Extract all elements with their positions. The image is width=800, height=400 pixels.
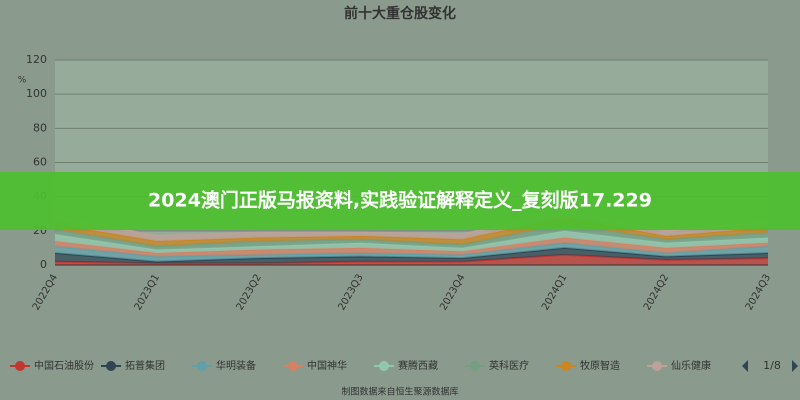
- legend-marker: [197, 361, 207, 371]
- legend-label: 拓普集团: [125, 359, 165, 372]
- area: [55, 254, 768, 265]
- y-tick-label: 100: [26, 87, 47, 100]
- legend-marker: [652, 361, 662, 371]
- banner-text: 2024澳门正版马报资料,实践验证解释定义_复刻版17.229: [148, 189, 652, 212]
- legend-marker: [470, 361, 480, 371]
- legend-marker: [15, 361, 25, 371]
- area: [55, 242, 768, 262]
- legend-prev[interactable]: [742, 360, 748, 372]
- legend-label: 仙乐健康: [671, 359, 711, 372]
- legend-label: 中国神华: [307, 359, 347, 372]
- y-axis-label: %: [18, 76, 27, 86]
- y-tick-label: 0: [40, 258, 47, 271]
- legend-marker: [561, 361, 571, 371]
- chart-title: 前十大重仓股变化: [344, 5, 456, 22]
- legend-marker: [288, 361, 298, 371]
- legend-label: 牧原智造: [580, 359, 620, 372]
- legend-page: 1/8: [763, 359, 781, 372]
- y-tick-label: 80: [33, 121, 47, 134]
- legend-label: 华明装备: [216, 359, 256, 372]
- area: [55, 237, 768, 257]
- legend-label: 英科医疗: [489, 359, 529, 372]
- y-tick-label: 120: [26, 53, 47, 66]
- legend-marker: [379, 361, 389, 371]
- source-note: 制图数据来自恒生聚源数据库: [341, 386, 458, 398]
- legend-next[interactable]: [792, 360, 798, 372]
- banner-bg: [0, 172, 800, 230]
- legend: 中国石油股份 拓普集团 华明装备 中国神华 赛腾西藏 英科医疗 牧原智造 仙乐健康: [10, 359, 711, 372]
- legend-label: 中国石油股份: [34, 359, 94, 372]
- y-tick-label: 60: [33, 156, 47, 169]
- legend-marker: [106, 361, 116, 371]
- legend-label: 赛腾西藏: [398, 359, 438, 372]
